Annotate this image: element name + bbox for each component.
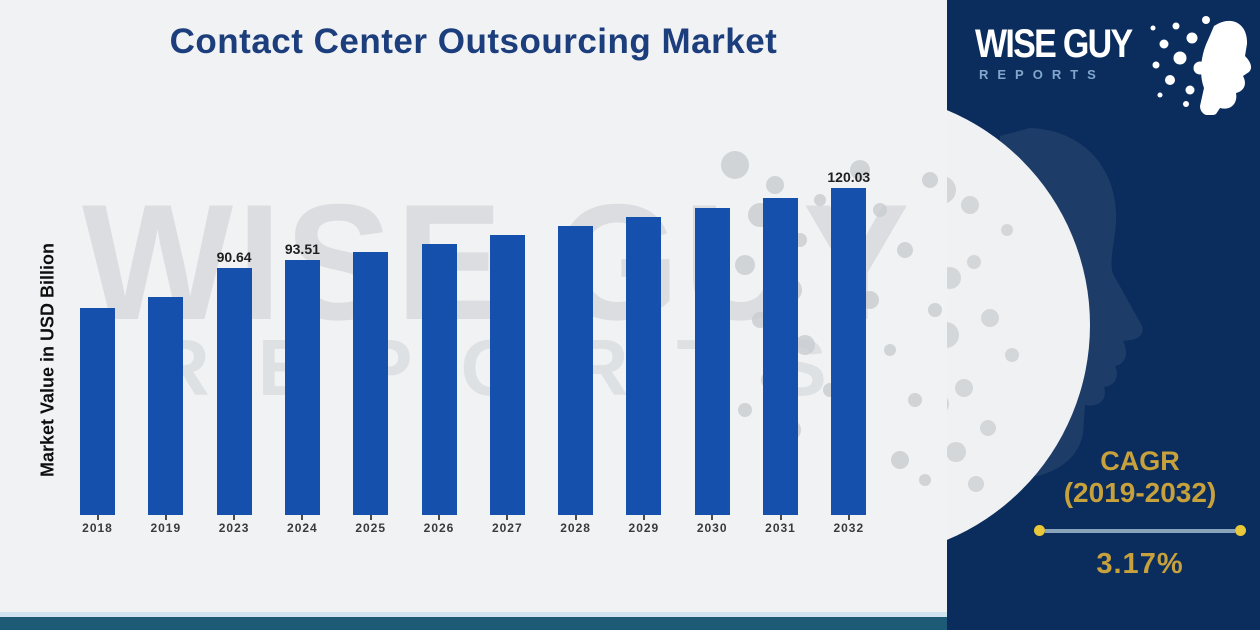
divider-dot-right-icon — [1235, 525, 1246, 537]
x-tick-2027 — [506, 515, 509, 520]
divider-line — [1045, 528, 1235, 533]
x-label-2025: 2025 — [355, 521, 387, 535]
divider-dot-left-icon — [1034, 525, 1045, 537]
cagr-range: (2019-2032) — [1063, 477, 1217, 509]
bar-2026 — [421, 244, 457, 515]
x-tick-2019 — [164, 515, 167, 520]
x-tick-2031 — [779, 515, 782, 520]
x-tick-2023 — [233, 515, 236, 520]
chart-area: WISE GUY REPORTS — [0, 22, 947, 630]
bar-2028 — [558, 226, 594, 515]
x-tick-2028 — [574, 515, 577, 520]
x-label-2029: 2029 — [628, 521, 660, 535]
cagr-block: CAGR (2019-2032) 3.17% — [1032, 446, 1248, 581]
logo-subtitle: REPORTS — [979, 67, 1105, 82]
x-label-2023: 2023 — [218, 521, 250, 535]
bottom-accent-line — [0, 612, 947, 617]
x-label-2030: 2030 — [696, 521, 728, 535]
x-label-2024: 2024 — [287, 521, 318, 535]
bar-2023 — [216, 268, 252, 515]
bar-2031 — [763, 198, 798, 515]
watermark-dot-cluster-icon — [721, 151, 942, 486]
logo-dot-face-icon — [1150, 16, 1252, 115]
x-tick-2030 — [711, 515, 714, 520]
x-label-2026: 2026 — [423, 521, 455, 535]
x-tick-2024 — [301, 515, 304, 520]
wiseguy-logo: WISE GUY REPORTS — [975, 24, 1159, 81]
x-label-2032: 2032 — [833, 521, 865, 535]
bar-2029 — [626, 217, 662, 515]
bar-2024 — [284, 260, 320, 515]
y-axis-label: Market Value in USD Billion — [37, 242, 58, 478]
bottom-teal-strip — [0, 617, 947, 630]
x-tick-2026 — [438, 515, 440, 520]
x-label-2028: 2028 — [560, 521, 591, 535]
cagr-divider — [1034, 525, 1246, 537]
x-label-2018: 2018 — [82, 521, 113, 535]
x-tick-2018 — [96, 515, 99, 520]
x-tick-2025 — [369, 515, 372, 520]
x-tick-2032 — [847, 515, 850, 520]
page-title: Contact Center Outsourcing Market — [169, 22, 778, 61]
logo-wordmark: WISE GUY — [975, 22, 1133, 66]
bar-2027 — [489, 235, 525, 515]
bar-2025 — [353, 252, 389, 515]
x-tick-2029 — [642, 515, 645, 520]
data-label-2023: 90.64 — [216, 249, 252, 265]
bar-2030 — [694, 208, 730, 515]
bar-2019 — [148, 297, 184, 515]
cagr-label: CAGR — [1100, 446, 1180, 476]
x-label-2019: 2019 — [150, 521, 182, 535]
bar-2032 — [831, 188, 867, 515]
bar-2018 — [80, 308, 115, 515]
data-label-2024: 93.51 — [284, 241, 320, 257]
x-label-2027: 2027 — [491, 521, 523, 535]
cagr-value: 3.17% — [1096, 548, 1184, 581]
x-label-2031: 2031 — [765, 521, 796, 535]
data-label-2032: 120.03 — [827, 169, 871, 185]
